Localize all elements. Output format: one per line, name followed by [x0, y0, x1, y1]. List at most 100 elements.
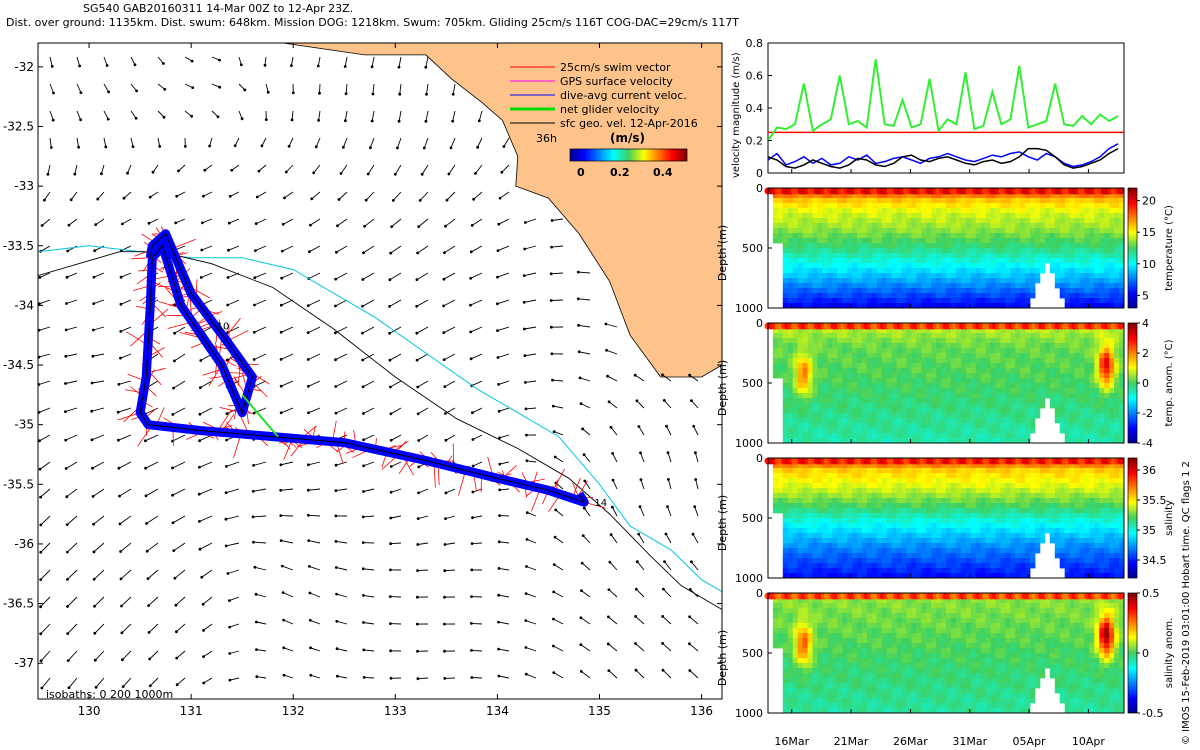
section-cell — [926, 243, 932, 249]
section-cell — [802, 373, 808, 379]
section-cell — [1064, 273, 1070, 279]
section-cell — [1035, 218, 1041, 224]
section-cell — [1074, 263, 1080, 269]
section-cell — [931, 358, 937, 364]
section-cell — [980, 303, 986, 309]
section-cell — [1089, 343, 1095, 349]
section-cell — [1035, 228, 1041, 234]
section-cell — [926, 238, 932, 244]
sfc-velocity-arrowhead — [417, 465, 421, 469]
section-cell — [1059, 248, 1065, 254]
section-cell — [822, 278, 828, 284]
surface-sample — [1117, 322, 1125, 330]
section-cell — [936, 388, 942, 394]
section-cell — [911, 243, 917, 249]
velocity-panel: 00.20.40.60.8 velocity magnitude (m/s) — [731, 37, 1125, 180]
section-cell — [931, 233, 937, 239]
section-cell — [787, 193, 794, 199]
section-cell — [817, 233, 823, 239]
section-cell — [802, 278, 808, 284]
section-cell — [1084, 213, 1090, 219]
sfc-velocity-arrow — [317, 56, 321, 67]
section-cell — [857, 228, 863, 234]
sfc-velocity-arrow — [693, 426, 699, 436]
section-cell — [1084, 398, 1090, 404]
sfc-velocity-arrowhead — [52, 91, 55, 95]
section-cell — [861, 243, 868, 249]
sfc-velocity-arrowhead — [470, 224, 474, 227]
section-cell — [802, 438, 808, 444]
section-cell — [901, 328, 907, 334]
section-cell — [950, 338, 957, 344]
section-cell — [1035, 408, 1041, 414]
sfc-velocity-arrow — [470, 299, 483, 306]
section-cell — [857, 193, 863, 199]
section-cell — [975, 238, 981, 244]
section-cell — [866, 348, 873, 354]
section-cell — [936, 358, 942, 364]
section-cell — [1005, 358, 1011, 364]
section-cell — [970, 438, 976, 444]
section-cell — [891, 433, 897, 439]
section-cell — [842, 373, 848, 379]
sfc-velocity-arrow — [499, 191, 510, 199]
section-cell — [1010, 338, 1016, 344]
section-cell — [1074, 338, 1080, 344]
section-cell — [822, 348, 828, 354]
section-cell — [1054, 333, 1061, 339]
section-cell — [807, 293, 813, 299]
section-cell — [881, 233, 887, 239]
section-cell — [1069, 393, 1075, 399]
sfc-velocity-arrow — [146, 542, 159, 552]
section-cell — [955, 408, 962, 414]
section-cell — [1064, 213, 1070, 219]
section-cell — [936, 238, 942, 244]
sfc-velocity-arrowhead — [307, 463, 310, 467]
section-cell — [1020, 253, 1026, 259]
sfc-velocity-arrow — [371, 110, 375, 122]
section-cell — [857, 338, 863, 344]
section-cell — [1109, 198, 1115, 204]
sfc-velocity-arrowhead — [496, 302, 499, 306]
section-cell — [792, 433, 798, 439]
section-cell — [1119, 243, 1125, 249]
section-cell — [787, 373, 794, 379]
section-cell — [1039, 218, 1046, 224]
section-cell — [802, 388, 808, 394]
section-cell — [926, 423, 932, 429]
sfc-velocity-arrowhead — [90, 438, 94, 442]
section-cell — [896, 243, 902, 249]
section-cell — [881, 198, 887, 204]
section-cell — [931, 363, 937, 369]
section-cell — [980, 273, 986, 279]
section-cell — [886, 408, 892, 414]
section-cell — [941, 228, 947, 234]
section-cell — [1044, 258, 1051, 264]
sfc-velocity-arrow — [578, 324, 591, 328]
section-cell — [1119, 218, 1125, 224]
sfc-velocity-arrowhead — [524, 646, 528, 649]
section-cell — [1015, 363, 1021, 369]
section-cell — [857, 413, 863, 419]
section-cell — [926, 348, 932, 354]
sfc-velocity-arrow — [612, 453, 618, 463]
sfc-velocity-arrow — [201, 272, 213, 278]
section-cell — [1054, 363, 1061, 369]
section-cell — [847, 423, 853, 429]
sfc-velocity-arrowhead — [163, 87, 167, 91]
section-cell — [1054, 383, 1061, 389]
sfc-velocity-arrow — [44, 191, 51, 201]
sfc-velocity-arrowhead — [65, 302, 68, 305]
section-cell — [807, 373, 813, 379]
section-cell — [847, 333, 853, 339]
sfc-velocity-arrow — [662, 374, 672, 382]
section-cell — [960, 403, 967, 409]
section-cell — [975, 333, 981, 339]
section-cell — [861, 258, 868, 264]
section-cell — [832, 378, 838, 384]
section-cell — [990, 278, 996, 284]
section-cell — [1079, 268, 1085, 274]
section-cell — [1020, 373, 1026, 379]
section-cell — [817, 333, 823, 339]
section-cell — [965, 293, 972, 299]
